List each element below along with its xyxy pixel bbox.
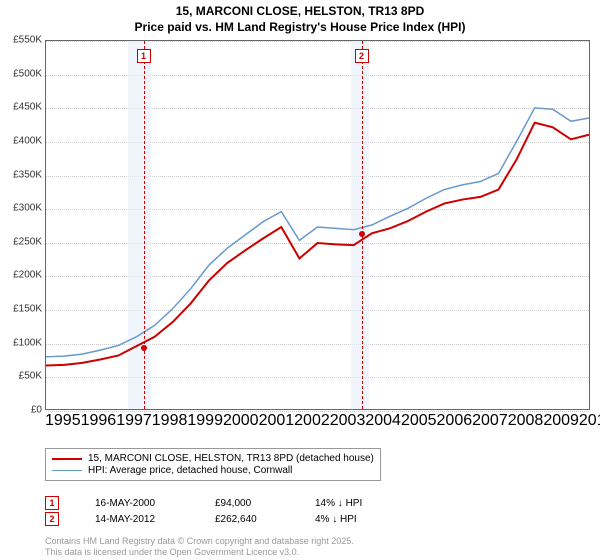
y-axis-label: £350K xyxy=(0,169,42,180)
event-line xyxy=(362,41,363,409)
event-date: 14-MAY-2012 xyxy=(95,514,185,525)
x-axis-label: 2005 xyxy=(401,412,437,429)
event-num-box: 1 xyxy=(45,496,59,510)
legend-label-hpi: HPI: Average price, detached house, Corn… xyxy=(88,465,292,476)
event-price: £94,000 xyxy=(215,498,285,509)
event-diff: 4% ↓ HPI xyxy=(315,514,395,525)
y-axis-label: £550K xyxy=(0,35,42,46)
x-axis-label: 2000 xyxy=(223,412,259,429)
event-point xyxy=(359,231,365,237)
event-marker-1: 1 xyxy=(137,49,151,63)
legend-item-hpi: HPI: Average price, detached house, Corn… xyxy=(52,465,374,476)
y-axis-label: £300K xyxy=(0,203,42,214)
y-axis-label: £50K xyxy=(0,371,42,382)
event-marker-2: 2 xyxy=(355,49,369,63)
events-table: 1 16-MAY-2000 £94,000 14% ↓ HPI 2 14-MAY-2012… xyxy=(45,494,395,528)
y-axis-label: £200K xyxy=(0,270,42,281)
x-axis-label: 2001 xyxy=(259,412,295,429)
chart-title-line1: 15, MARCONI CLOSE, HELSTON, TR13 8PD xyxy=(0,4,600,20)
credits-line1: Contains HM Land Registry data © Crown c… xyxy=(45,536,354,547)
credits: Contains HM Land Registry data © Crown c… xyxy=(45,536,354,558)
series-line-hpi xyxy=(46,108,589,357)
y-axis-label: £150K xyxy=(0,304,42,315)
x-axis-label: 1998 xyxy=(152,412,188,429)
x-axis-label: 2009 xyxy=(543,412,579,429)
x-axis-label: 2002 xyxy=(294,412,330,429)
x-axis-label: 2010 xyxy=(579,412,600,429)
chart-title-line2: Price paid vs. HM Land Registry's House … xyxy=(0,20,600,34)
legend: 15, MARCONI CLOSE, HELSTON, TR13 8PD (de… xyxy=(45,448,381,481)
y-axis-label: £0 xyxy=(0,405,42,416)
event-point xyxy=(141,345,147,351)
legend-swatch-hpi xyxy=(52,470,82,472)
line-svg xyxy=(46,41,589,409)
y-axis-label: £100K xyxy=(0,337,42,348)
x-axis-label: 1999 xyxy=(187,412,223,429)
plot-area: 12 xyxy=(45,40,590,410)
event-price: £262,640 xyxy=(215,514,285,525)
chart-container: 15, MARCONI CLOSE, HELSTON, TR13 8PD Pri… xyxy=(0,0,600,560)
event-row: 1 16-MAY-2000 £94,000 14% ↓ HPI xyxy=(45,496,395,510)
series-line-property xyxy=(46,123,589,366)
legend-item-property: 15, MARCONI CLOSE, HELSTON, TR13 8PD (de… xyxy=(52,453,374,464)
y-axis-label: £400K xyxy=(0,135,42,146)
x-axis-label: 1996 xyxy=(81,412,117,429)
x-axis-label: 2008 xyxy=(508,412,544,429)
x-axis-labels: 1995199619971998199920002001200220032004… xyxy=(45,412,590,442)
legend-label-property: 15, MARCONI CLOSE, HELSTON, TR13 8PD (de… xyxy=(88,453,374,464)
event-line xyxy=(144,41,145,409)
event-num-box: 2 xyxy=(45,512,59,526)
x-axis-label: 2004 xyxy=(365,412,401,429)
x-axis-label: 1997 xyxy=(116,412,152,429)
event-diff: 14% ↓ HPI xyxy=(315,498,395,509)
event-row: 2 14-MAY-2012 £262,640 4% ↓ HPI xyxy=(45,512,395,526)
x-axis-label: 2006 xyxy=(437,412,473,429)
x-axis-label: 2007 xyxy=(472,412,508,429)
x-axis-label: 1995 xyxy=(45,412,81,429)
credits-line2: This data is licensed under the Open Gov… xyxy=(45,547,354,558)
y-axis-label: £500K xyxy=(0,68,42,79)
event-date: 16-MAY-2000 xyxy=(95,498,185,509)
y-axis-label: £250K xyxy=(0,236,42,247)
legend-swatch-property xyxy=(52,458,82,460)
x-axis-label: 2003 xyxy=(330,412,366,429)
y-axis-label: £450K xyxy=(0,102,42,113)
